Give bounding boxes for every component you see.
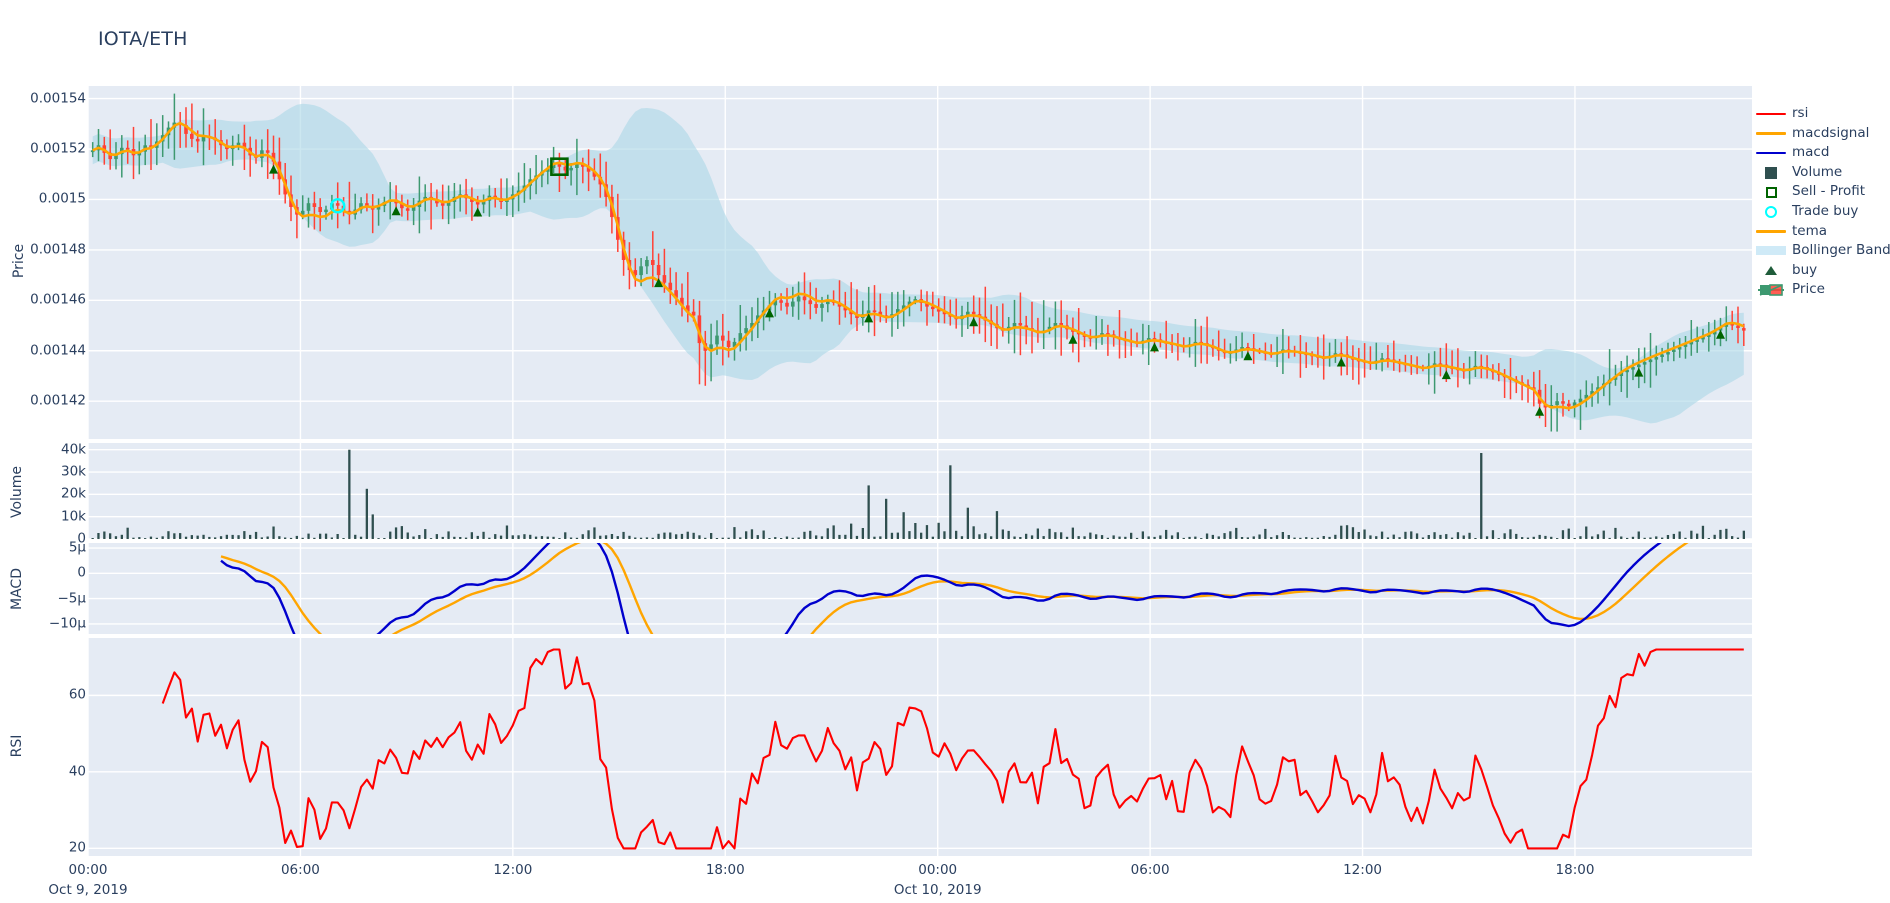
legend-item-label: rsi xyxy=(1792,105,1809,122)
swatch xyxy=(1756,151,1786,155)
macd-plot xyxy=(88,543,1752,634)
x-axis-tick: 00:00 xyxy=(918,862,958,878)
x-axis-tick: 18:00 xyxy=(1555,862,1595,878)
x-axis-date-label: Oct 9, 2019 xyxy=(48,882,128,898)
swatch xyxy=(1756,246,1786,256)
x-axis-date-label: Oct 10, 2019 xyxy=(893,882,982,898)
legend-item-label: Price xyxy=(1792,281,1825,298)
legend-item-label: Sell - Profit xyxy=(1792,183,1866,200)
volume-panel xyxy=(88,443,1752,539)
x-axis-tick: 06:00 xyxy=(1130,862,1170,878)
page-title: IOTA/ETH xyxy=(98,28,188,50)
macd-ytick-column: 5μ 0 −5μ −10μ xyxy=(0,539,87,634)
triangle-up-icon xyxy=(1752,261,1790,280)
legend-item-rsi[interactable]: rsi xyxy=(1752,104,1888,124)
y-axis-tick: 0.00144 xyxy=(30,342,86,358)
band-swatch-icon xyxy=(1752,241,1790,260)
legend-item-macd[interactable]: macd xyxy=(1752,143,1888,163)
y-axis-tick: 0 xyxy=(77,530,86,547)
macd-axis-title: MACD xyxy=(9,568,25,610)
rsi-panel xyxy=(88,638,1752,856)
y-axis-tick: −10μ xyxy=(48,615,86,632)
legend-item-label: Trade buy xyxy=(1792,203,1859,220)
swatch xyxy=(1756,230,1786,233)
open-square-icon xyxy=(1752,183,1790,202)
legend-item-label: macdsignal xyxy=(1792,124,1870,141)
swatch xyxy=(1765,205,1777,218)
volume-ytick-column: 40k 30k 20k 10k 0 xyxy=(0,440,86,544)
swatch xyxy=(1765,166,1777,179)
swatch xyxy=(1756,132,1786,135)
y-axis-tick: 5μ xyxy=(68,539,86,556)
legend-item-tema[interactable]: tema xyxy=(1752,222,1888,242)
y-axis-tick: 0.00146 xyxy=(30,291,86,308)
swatch xyxy=(1765,266,1777,276)
y-axis-tick: 40 xyxy=(68,763,86,780)
y-axis-tick: 0.00152 xyxy=(30,140,86,157)
legend-item-label: macd xyxy=(1792,144,1830,161)
price-plot xyxy=(88,86,1752,439)
line-icon xyxy=(1752,143,1790,162)
legend: rsi macdsignal macd Volume Sell - Profit Trad… xyxy=(1752,104,1890,300)
candlestick-icon xyxy=(1752,281,1790,300)
price-ytick-column: 0.00154 0.00152 0.0015 0.00148 0.00146 0.0014… xyxy=(0,86,86,439)
legend-item-buy[interactable]: buy xyxy=(1752,261,1888,281)
swatch xyxy=(1758,284,1784,296)
price-panel xyxy=(88,86,1752,439)
y-axis-tick: 20 xyxy=(68,839,86,856)
y-axis-tick: 0.00142 xyxy=(30,392,86,409)
x-axis-tick: 12:00 xyxy=(1343,862,1382,878)
x-axis-tick: 18:00 xyxy=(705,862,745,878)
legend-item-label: buy xyxy=(1792,261,1818,278)
legend-item-label: Volume xyxy=(1792,163,1843,180)
y-axis-tick: 10k xyxy=(61,507,86,524)
y-axis-tick: 30k xyxy=(61,463,86,480)
y-axis-tick: 20k xyxy=(61,485,86,502)
filled-square-icon xyxy=(1752,163,1790,182)
legend-item-price[interactable]: Price xyxy=(1752,280,1888,300)
legend-item-trade-buy[interactable]: Trade buy xyxy=(1752,202,1888,222)
legend-item-macdsignal[interactable]: macdsignal xyxy=(1752,124,1888,144)
x-axis-tick: 12:00 xyxy=(493,862,533,878)
price-axis-title: Price xyxy=(11,243,27,279)
line-icon xyxy=(1752,104,1790,123)
y-axis-tick: 60 xyxy=(68,686,86,703)
x-axis-tick: 00:00 xyxy=(68,862,108,878)
open-circle-icon xyxy=(1752,202,1790,221)
rsi-plot xyxy=(88,638,1752,856)
macd-panel xyxy=(88,543,1752,634)
legend-item-sell-profit[interactable]: Sell - Profit xyxy=(1752,182,1888,202)
y-axis-tick: 0 xyxy=(77,564,86,581)
volume-plot xyxy=(88,443,1752,539)
swatch xyxy=(1756,112,1786,116)
rsi-axis-title: RSI xyxy=(9,734,25,758)
y-axis-tick: 0.00154 xyxy=(30,89,86,106)
y-axis-tick: −5μ xyxy=(57,589,87,606)
swatch xyxy=(1765,186,1777,198)
volume-axis-title: Volume xyxy=(9,465,25,519)
legend-item-bollinger-band[interactable]: Bollinger Band xyxy=(1752,241,1890,261)
y-axis-tick: 40k xyxy=(61,440,86,457)
rsi-ytick-column: 60 40 20 xyxy=(0,638,86,856)
line-icon xyxy=(1752,222,1790,241)
legend-item-label: Bollinger Band xyxy=(1792,242,1890,259)
y-axis-tick: 0.0015 xyxy=(38,190,86,207)
legend-item-label: tema xyxy=(1792,222,1828,239)
y-axis-tick: 0.00148 xyxy=(30,241,86,258)
line-icon xyxy=(1752,124,1790,143)
legend-item-volume[interactable]: Volume xyxy=(1752,163,1888,183)
x-axis-tick: 06:00 xyxy=(280,862,320,878)
